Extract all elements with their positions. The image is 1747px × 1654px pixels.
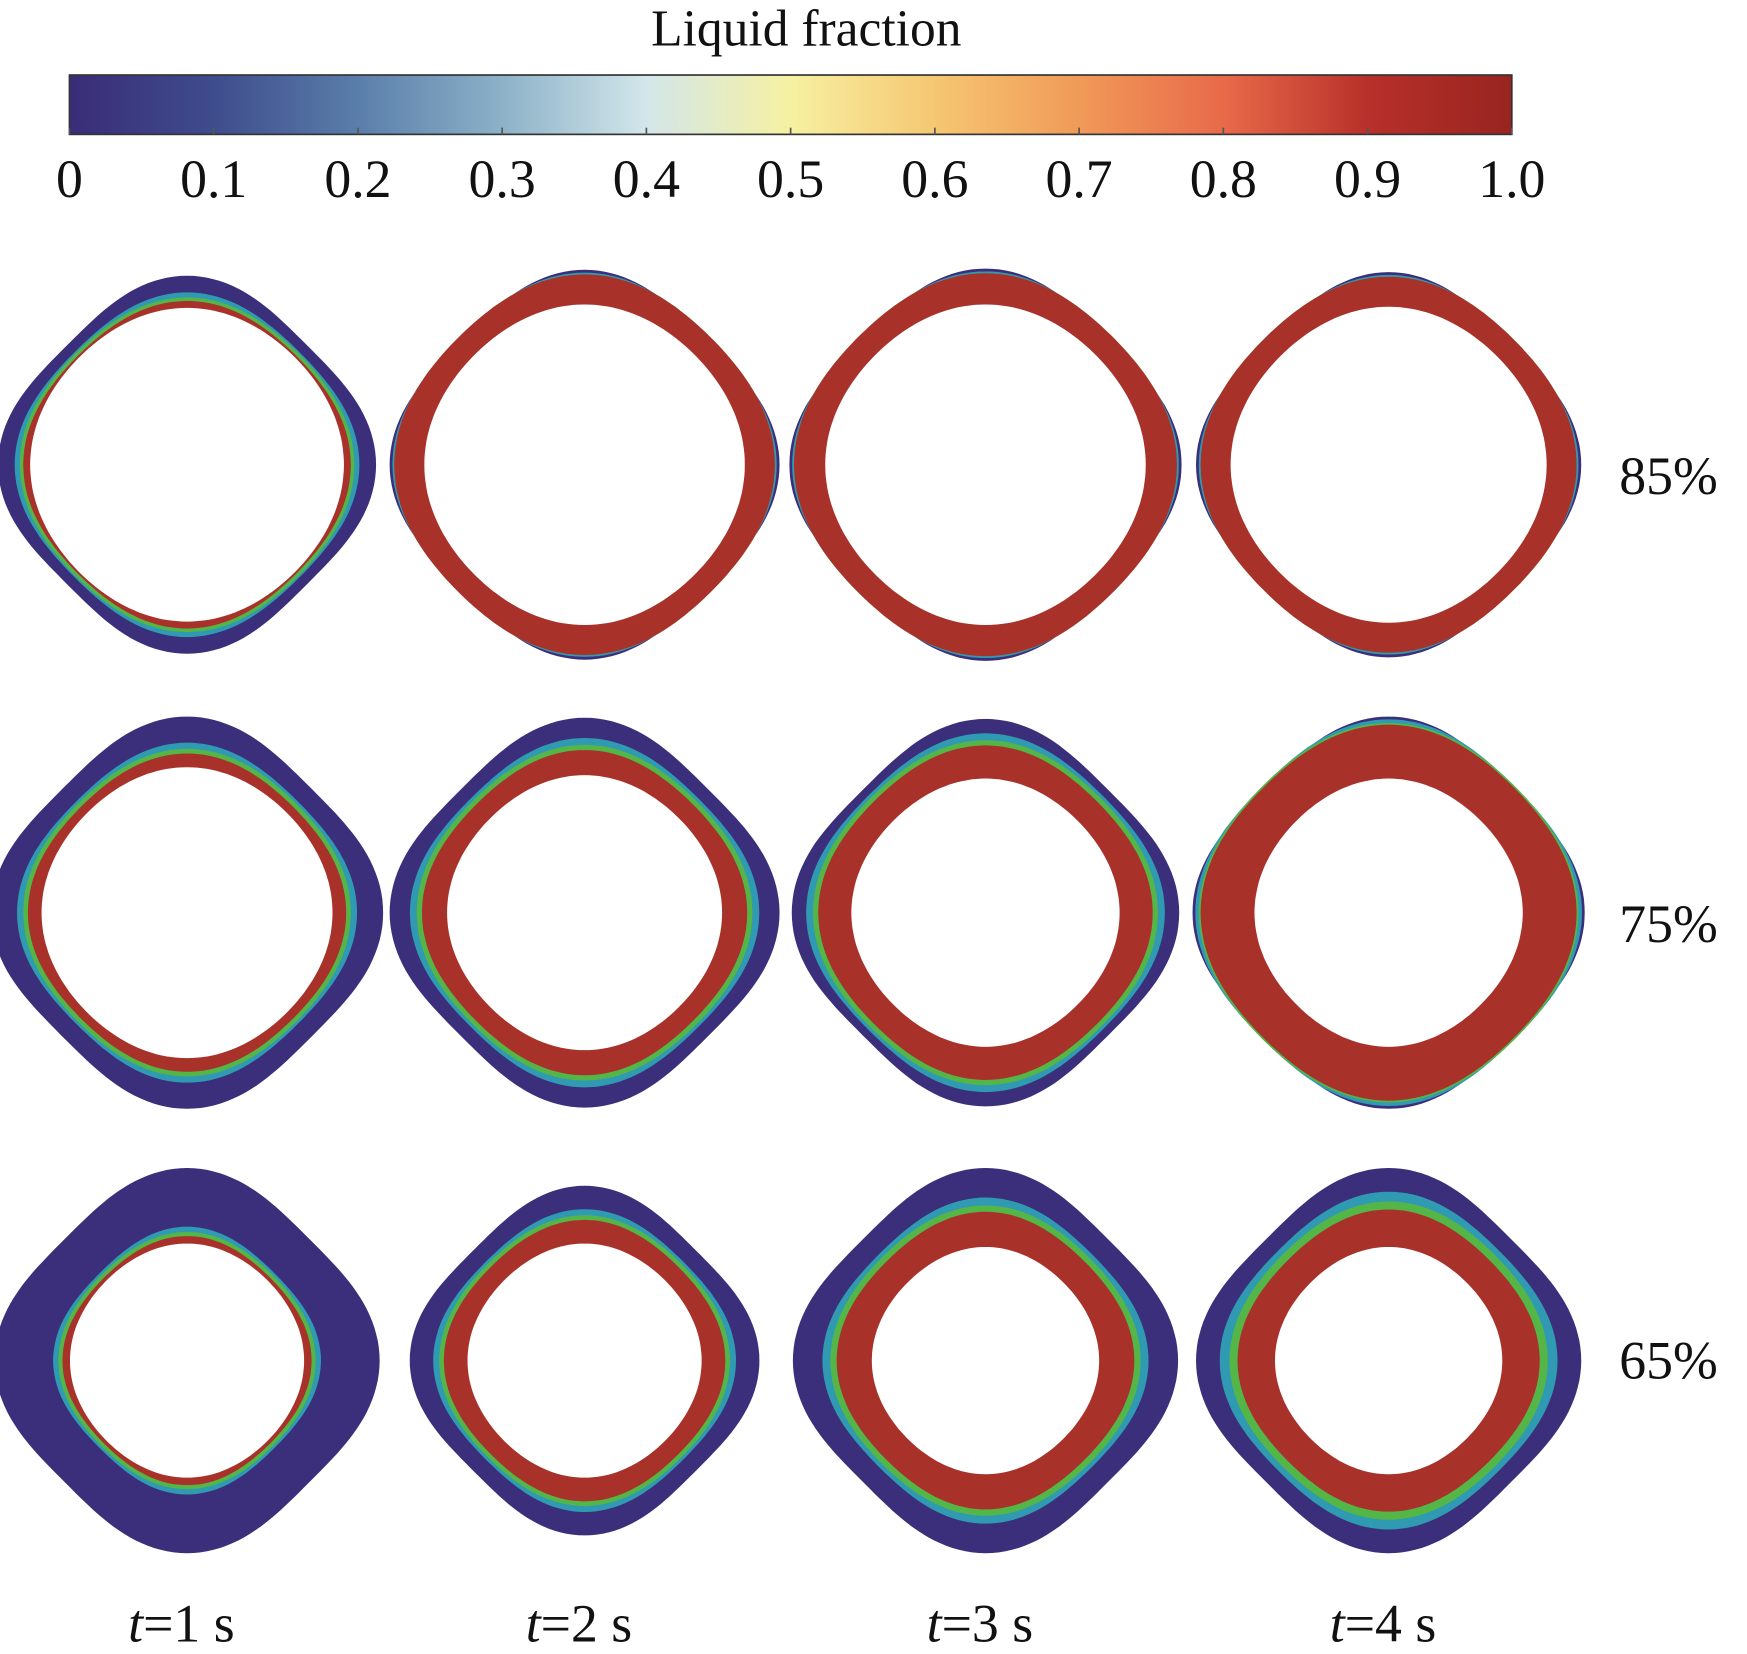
column-label-symbol: t xyxy=(927,1594,944,1654)
ring-hole xyxy=(467,1243,702,1478)
column-label-value: =1 s xyxy=(143,1594,235,1654)
ring-hole xyxy=(30,307,344,622)
ring-hole xyxy=(871,1246,1100,1475)
column-label: t=2 s xyxy=(526,1594,632,1654)
column-label-symbol: t xyxy=(526,1594,543,1654)
colorbar-tick-label: 0.5 xyxy=(757,149,824,209)
colorbar-tick-label: 0.3 xyxy=(469,149,536,209)
ring-hole xyxy=(851,778,1120,1047)
column-label-value: =4 s xyxy=(1345,1594,1437,1654)
colorbar-tick-label: 0.8 xyxy=(1190,149,1257,209)
column-label: t=1 s xyxy=(128,1594,234,1654)
column-label-value: =2 s xyxy=(541,1594,633,1654)
ring-hole xyxy=(1230,306,1547,623)
colorbar-tick-label: 1.0 xyxy=(1478,149,1545,209)
row-label: 65% xyxy=(1619,1331,1718,1391)
row-label: 75% xyxy=(1619,894,1718,954)
ring-hole xyxy=(70,1243,305,1478)
row-label: 85% xyxy=(1619,446,1718,506)
ring-hole xyxy=(1254,778,1523,1047)
ring-hole xyxy=(447,775,723,1051)
column-label: t=4 s xyxy=(1330,1594,1436,1654)
colorbar-tick-label: 0.1 xyxy=(180,149,247,209)
ring-grid xyxy=(0,268,1585,1554)
ring-hole xyxy=(825,304,1146,625)
colorbar-tick-label: 0 xyxy=(56,149,83,209)
ring-hole xyxy=(41,767,333,1059)
ring-hole xyxy=(1274,1246,1503,1475)
colorbar-tick-label: 0.2 xyxy=(324,149,391,209)
colorbar-tick-label: 0.7 xyxy=(1046,149,1113,209)
column-label: t=3 s xyxy=(927,1594,1033,1654)
ring-hole xyxy=(424,304,745,625)
colorbar-tick-label: 0.4 xyxy=(613,149,680,209)
colorbar xyxy=(68,74,1513,136)
column-label-symbol: t xyxy=(128,1594,145,1654)
colorbar-tick-label: 0.9 xyxy=(1334,149,1401,209)
column-label-symbol: t xyxy=(1330,1594,1347,1654)
column-label-value: =3 s xyxy=(942,1594,1034,1654)
colorbar-tick-label: 0.6 xyxy=(901,149,968,209)
colorbar-title: Liquid fraction xyxy=(651,0,961,57)
